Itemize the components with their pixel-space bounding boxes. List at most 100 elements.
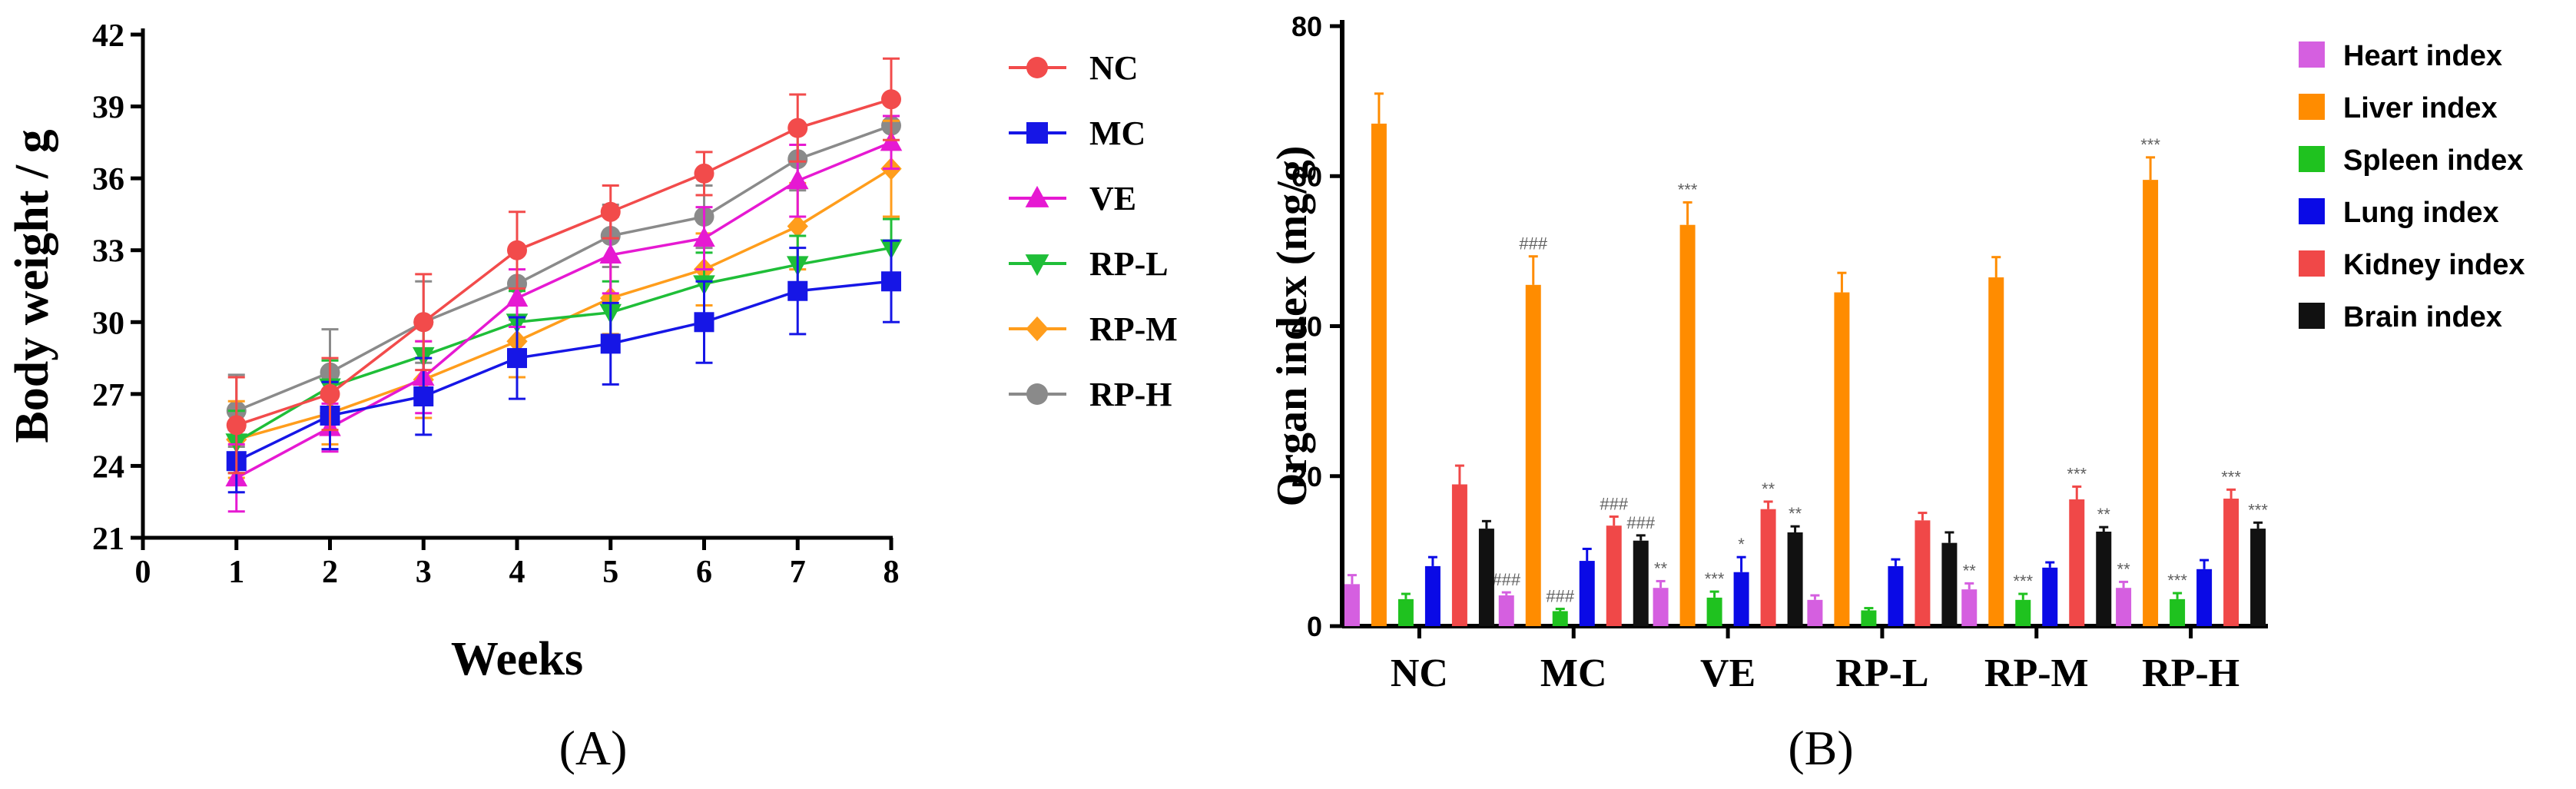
significance-label: *** bbox=[1678, 180, 1698, 199]
x-tick-label: RP-M bbox=[1984, 651, 2089, 695]
legend-item-brain-index: Brain index bbox=[2299, 301, 2502, 333]
bar bbox=[1915, 520, 1931, 626]
significance-label: ### bbox=[1546, 587, 1574, 606]
data-point bbox=[787, 214, 808, 238]
legend: NC MC VE RP-L RP-M RP-H bbox=[1009, 49, 1178, 413]
legend-marker bbox=[1026, 383, 1048, 405]
x-tick-label: 7 bbox=[790, 555, 806, 590]
y-tick-label: 27 bbox=[92, 378, 124, 413]
data-point bbox=[507, 240, 527, 260]
bar bbox=[1807, 599, 1823, 626]
bar bbox=[2096, 531, 2112, 626]
significance-label: ** bbox=[2097, 505, 2111, 524]
y-tick-label: 21 bbox=[92, 522, 124, 557]
y-tick-label: 42 bbox=[92, 18, 124, 54]
y-axis-title: Organ index (mg/g) bbox=[1268, 146, 1316, 507]
y-tick-label: 60 bbox=[1291, 161, 1322, 192]
series-brain-index: ### ** ** *** bbox=[1478, 500, 2268, 626]
legend: Heart index Liver index Spleen index Lung i… bbox=[2299, 40, 2525, 333]
x-tick-label: 8 bbox=[884, 555, 900, 590]
data-point bbox=[694, 163, 714, 184]
bar bbox=[1888, 565, 1904, 626]
data-point bbox=[599, 244, 622, 264]
legend-label: MC bbox=[1089, 114, 1145, 152]
legend-label: RP-L bbox=[1089, 245, 1169, 283]
x-tick-label: 5 bbox=[602, 555, 618, 590]
y-tick-label: 0 bbox=[1307, 611, 1322, 642]
legend-item-rp-h: RP-H bbox=[1009, 376, 1172, 413]
bar bbox=[1760, 509, 1776, 626]
x-tick-label: MC bbox=[1540, 651, 1607, 695]
legend-item-spleen-index: Spleen index bbox=[2299, 144, 2523, 177]
legend-label: VE bbox=[1089, 180, 1136, 217]
bar bbox=[2170, 598, 2186, 626]
data-point bbox=[786, 169, 809, 190]
data-point bbox=[600, 333, 621, 354]
legend-swatch bbox=[2299, 41, 2325, 68]
panel-label: (A) bbox=[559, 721, 628, 775]
significance-label: *** bbox=[1705, 569, 1725, 588]
bar bbox=[1552, 611, 1568, 626]
data-point bbox=[787, 118, 808, 138]
bar bbox=[2250, 529, 2266, 626]
significance-label: ** bbox=[1654, 559, 1668, 578]
bar bbox=[1451, 484, 1467, 626]
bar bbox=[1606, 525, 1622, 626]
bar bbox=[1733, 572, 1749, 626]
bar bbox=[1653, 588, 1669, 626]
significance-label: *** bbox=[2167, 571, 2187, 590]
legend-marker bbox=[1026, 122, 1048, 144]
legend-marker bbox=[1026, 57, 1048, 78]
bar bbox=[1579, 561, 1595, 626]
x-tick-label: 3 bbox=[416, 555, 432, 590]
legend-item-heart-index: Heart index bbox=[2299, 40, 2502, 72]
bar bbox=[1706, 597, 1722, 626]
significance-label: ** bbox=[1963, 561, 1977, 580]
data-point bbox=[881, 271, 901, 292]
data-point bbox=[693, 227, 715, 247]
significance-label: ** bbox=[2117, 559, 2131, 578]
bar bbox=[1525, 284, 1541, 626]
bar bbox=[1787, 532, 1803, 626]
legend-marker bbox=[1025, 185, 1049, 207]
legend-swatch bbox=[2299, 198, 2325, 224]
y-tick-label: 39 bbox=[92, 91, 124, 126]
legend-swatch bbox=[2299, 303, 2325, 329]
y-tick-label: 36 bbox=[92, 162, 124, 197]
legend-item-rp-m: RP-M bbox=[1009, 310, 1178, 348]
y-tick-label: 80 bbox=[1291, 11, 1322, 42]
legend-item-rp-l: RP-L bbox=[1009, 245, 1169, 283]
bar bbox=[1371, 123, 1387, 627]
significance-label: ### bbox=[1626, 513, 1655, 532]
x-tick-label: 2 bbox=[322, 555, 338, 590]
data-point bbox=[694, 312, 714, 333]
legend-label: RP-M bbox=[1089, 310, 1178, 348]
series-nc bbox=[226, 57, 901, 475]
x-tick-label: 0 bbox=[135, 555, 151, 590]
series-line bbox=[236, 98, 892, 427]
series-kidney-index: ###***** *** bbox=[1451, 464, 2241, 626]
significance-label: *** bbox=[2013, 572, 2033, 591]
significance-label: ** bbox=[1789, 504, 1802, 523]
x-tick-label: RP-L bbox=[1835, 651, 1928, 695]
bar bbox=[2015, 599, 2031, 626]
data-point bbox=[320, 383, 340, 404]
series-ve bbox=[225, 114, 903, 513]
legend-item-nc: NC bbox=[1009, 49, 1139, 87]
x-axis-title: Weeks bbox=[451, 633, 583, 685]
significance-label: ### bbox=[1519, 234, 1547, 254]
legend-label: Spleen index bbox=[2343, 144, 2523, 177]
x-tick-label: VE bbox=[1700, 651, 1755, 695]
series-spleen-index: ### *** *** *** bbox=[1397, 569, 2187, 626]
legend-item-liver-index: Liver index bbox=[2299, 92, 2498, 124]
bar bbox=[1478, 529, 1494, 626]
series-heart-index: ###** ** ** bbox=[1344, 559, 2132, 626]
legend-swatch bbox=[2299, 146, 2325, 172]
series-line bbox=[235, 280, 892, 462]
data-point bbox=[226, 415, 247, 436]
significance-label: *** bbox=[2067, 464, 2087, 483]
legend-label: NC bbox=[1089, 49, 1139, 87]
x-tick-label: NC bbox=[1391, 651, 1448, 695]
